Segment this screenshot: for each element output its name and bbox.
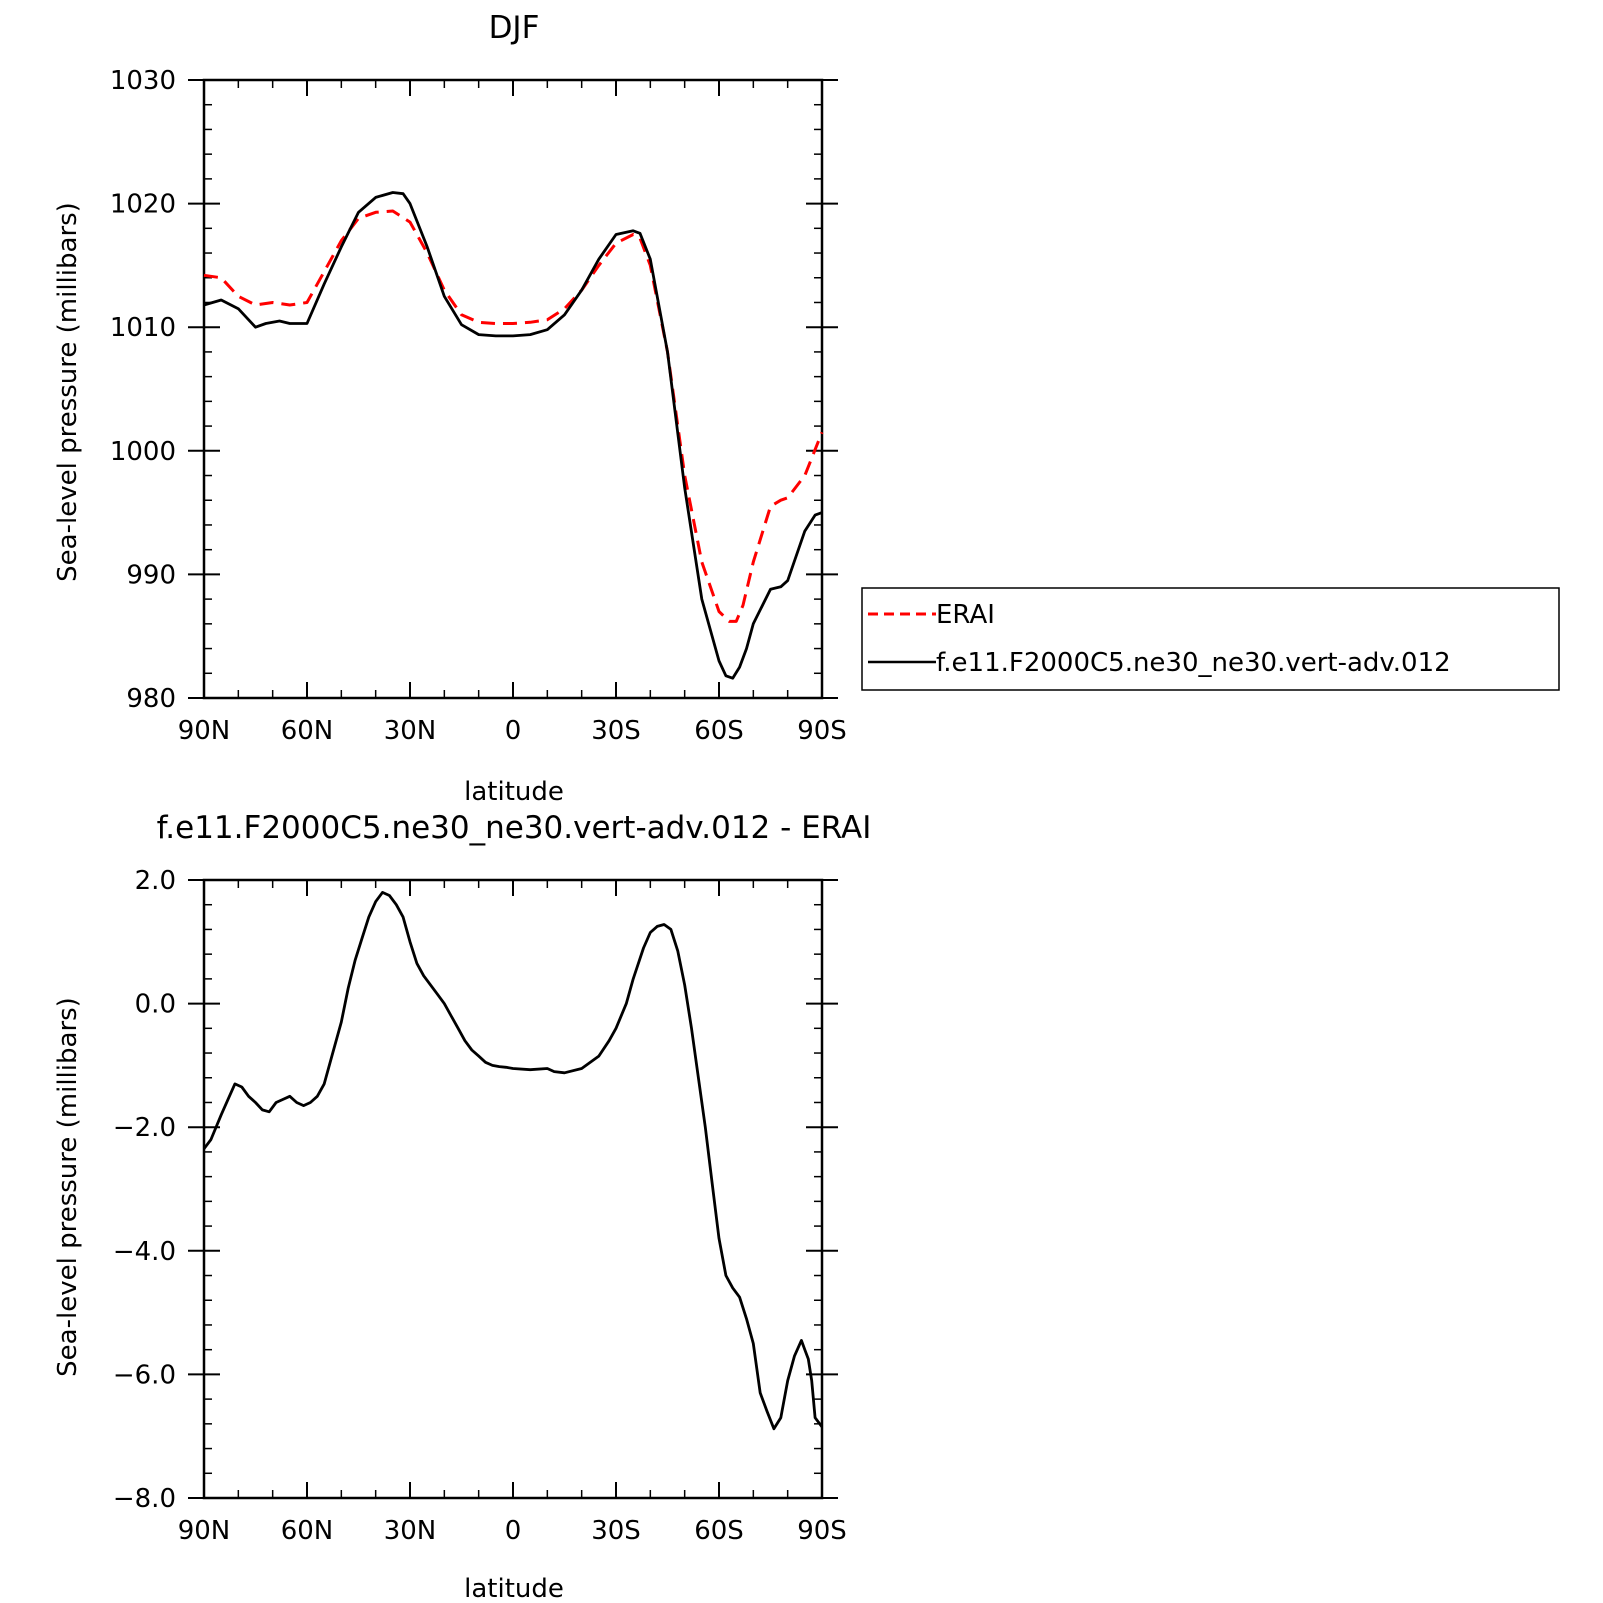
bottom-x-tick-label: 0 [505, 1516, 522, 1546]
top-series-line-0 [203, 209, 824, 623]
top-x-tick-label: 60N [281, 716, 334, 746]
top-x-tick-label: 90S [797, 716, 847, 746]
top-y-tick-label: 990 [126, 560, 176, 590]
top-y-axis-label: Sea-level pressure (millibars) [53, 202, 83, 582]
top-y-tick-label: 1030 [110, 66, 176, 96]
legend-erai-label: ERAI [936, 600, 995, 630]
bottom-x-tick-label: 90S [797, 1516, 847, 1546]
top-x-tick-label: 60S [694, 716, 744, 746]
top-x-tick-label: 90N [178, 716, 231, 746]
top-plot-area: 90N 60N 30N 0 30S 60S 90S 980 990 1000 1010 1020 103… [110, 66, 847, 746]
bottom-y-tick-label: −4.0 [113, 1237, 176, 1267]
bottom-panel: f.e11.F2000C5.ne30_ne30.vert-adv.012 - E… [53, 810, 871, 1603]
top-x-tick-label: 30N [384, 716, 437, 746]
bottom-series-line-0 [202, 891, 824, 1431]
top-x-tick-label: 30S [591, 716, 641, 746]
legend-box [861, 587, 1560, 691]
bottom-y-tick-label: −6.0 [113, 1360, 176, 1390]
top-x-tick-label: 0 [505, 716, 522, 746]
bottom-plot-area: 90N 60N 30N 0 30S 60S 90S −8.0 −6.0 −4.0 −2.0 0.0 2.… [113, 866, 847, 1546]
top-y-tick-label: 980 [126, 684, 176, 714]
bottom-y-tick-label: −8.0 [113, 1484, 176, 1514]
bottom-x-tick-label: 90N [178, 1516, 231, 1546]
top-panel: DJF 90N 60N 30N 0 30S 60S 90S 980 990 1000 1010 102… [53, 10, 1560, 807]
bottom-x-tick-label: 60S [694, 1516, 744, 1546]
top-x-axis-label: latitude [464, 777, 564, 807]
bottom-y-tick-label: 2.0 [135, 866, 176, 896]
bottom-x-tick-label: 30S [591, 1516, 641, 1546]
top-y-tick-label: 1000 [110, 437, 176, 467]
bottom-plot-frame [202, 878, 824, 1500]
top-y-tick-label: 1020 [110, 190, 176, 220]
top-series-line-1 [203, 191, 823, 680]
legend: ERAI f.e11.F2000C5.ne30_ne30.vert-adv.01… [861, 587, 1560, 691]
bottom-y-tick-label: −2.0 [113, 1113, 176, 1143]
top-plot-frame [202, 78, 824, 700]
bottom-y-axis-label: Sea-level pressure (millibars) [53, 997, 83, 1377]
bottom-x-tick-label: 60N [281, 1516, 334, 1546]
top-y-tick-label: 1010 [110, 313, 176, 343]
top-chart-title: DJF [489, 10, 540, 46]
bottom-x-tick-label: 30N [384, 1516, 437, 1546]
bottom-chart-title: f.e11.F2000C5.ne30_ne30.vert-adv.012 - E… [157, 810, 872, 846]
legend-model-label: f.e11.F2000C5.ne30_ne30.vert-adv.012 [936, 648, 1451, 678]
bottom-x-axis-label: latitude [464, 1574, 564, 1603]
bottom-y-tick-label: 0.0 [135, 990, 176, 1020]
